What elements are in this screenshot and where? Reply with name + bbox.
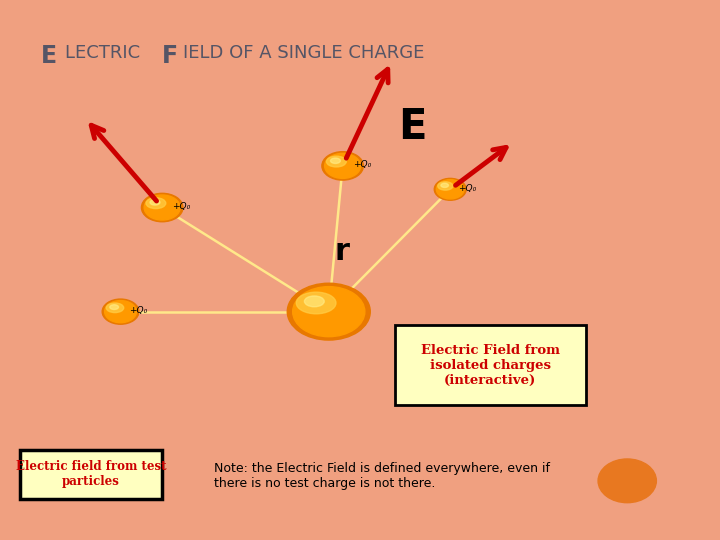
Text: +Q₀: +Q₀ (130, 306, 148, 315)
Text: E: E (41, 44, 57, 68)
Text: +Q₀: +Q₀ (458, 184, 476, 193)
Ellipse shape (434, 178, 466, 200)
Circle shape (598, 459, 657, 503)
Text: LECTRIC: LECTRIC (65, 44, 146, 62)
Ellipse shape (441, 183, 449, 187)
Text: +Q₀: +Q₀ (172, 201, 190, 211)
Ellipse shape (106, 303, 124, 313)
Ellipse shape (326, 156, 346, 167)
Text: F: F (162, 44, 179, 68)
Text: Note: the Electric Field is defined everywhere, even if
there is no test charge : Note: the Electric Field is defined ever… (215, 462, 550, 490)
Ellipse shape (436, 180, 464, 199)
Text: $\mathbf{r}$: $\mathbf{r}$ (334, 237, 351, 266)
FancyBboxPatch shape (395, 325, 585, 406)
Ellipse shape (325, 153, 361, 178)
Ellipse shape (292, 287, 365, 336)
Text: IELD OF A SINGLE CHARGE: IELD OF A SINGLE CHARGE (183, 44, 424, 62)
Ellipse shape (104, 301, 137, 323)
Ellipse shape (297, 292, 336, 314)
Text: +Q₀: +Q₀ (353, 160, 371, 169)
Text: $\mathbf{E}$: $\mathbf{E}$ (398, 106, 426, 148)
Ellipse shape (146, 198, 166, 208)
Ellipse shape (438, 182, 453, 190)
FancyBboxPatch shape (20, 450, 162, 499)
Ellipse shape (322, 152, 364, 180)
Ellipse shape (102, 299, 139, 324)
Ellipse shape (109, 305, 119, 309)
Ellipse shape (305, 296, 324, 307)
Ellipse shape (287, 283, 370, 340)
Ellipse shape (150, 200, 160, 205)
Ellipse shape (144, 195, 180, 220)
Ellipse shape (141, 193, 183, 222)
Text: Electric Field from
isolated charges
(interactive): Electric Field from isolated charges (in… (420, 343, 559, 387)
Ellipse shape (330, 158, 341, 164)
Text: Electric field from test
particles: Electric field from test particles (16, 460, 166, 488)
